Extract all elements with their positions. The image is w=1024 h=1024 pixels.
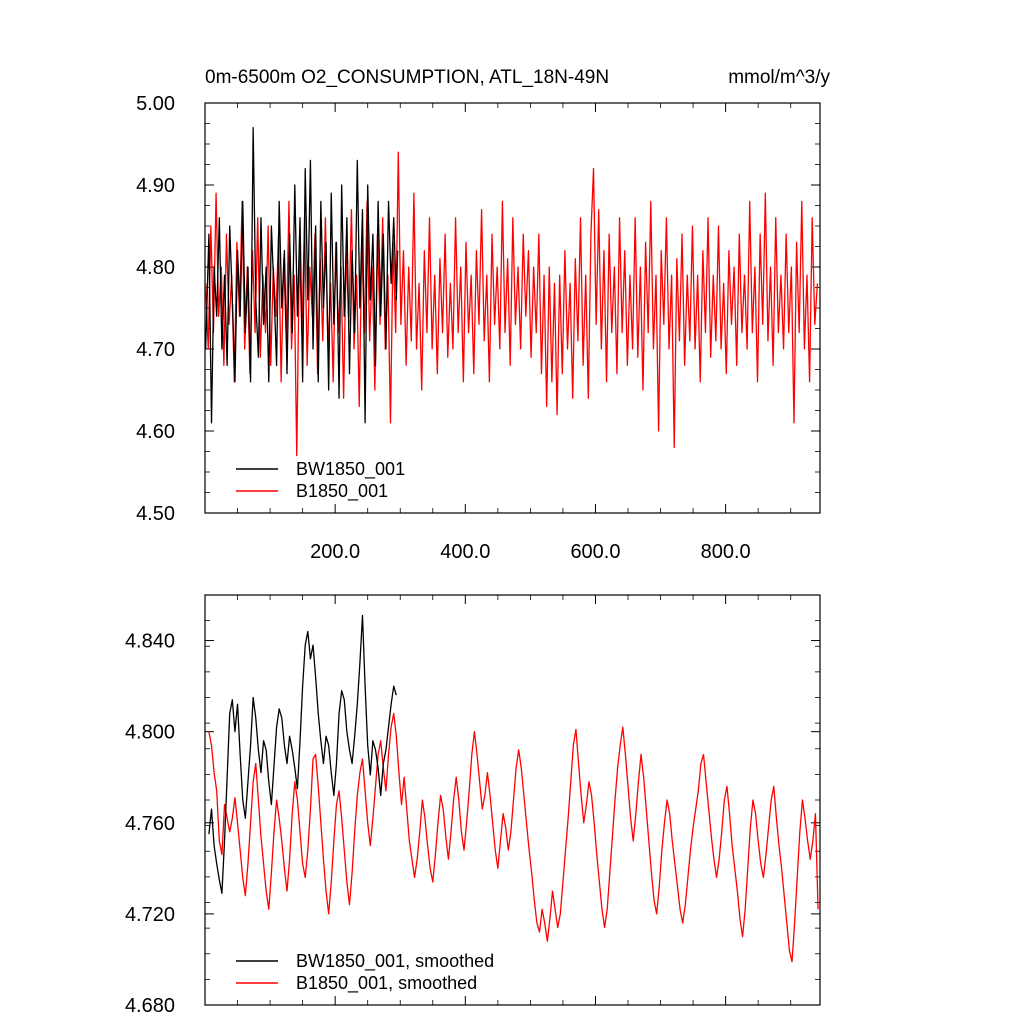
bottom-ytick-label: 4.680 [125, 995, 175, 1017]
bottom-series-b1850 [208, 712, 819, 963]
bottom-series-lines [208, 614, 819, 963]
bottom-chart-panel: 4.840 4.800 4.760 4.720 4.680 BW1850_001, sm… [125, 594, 821, 1017]
legend-label-b1850-smoothed: B1850_001, smoothed [296, 973, 477, 994]
legend-label-bw1850: BW1850_001 [296, 459, 405, 480]
legend-label-b1850: B1850_001 [296, 481, 388, 502]
bottom-series-bw1850 [208, 614, 397, 895]
bottom-ytick-label: 4.800 [125, 722, 175, 744]
bottom-axis-ticks: 4.840 4.800 4.760 4.720 4.680 [125, 594, 820, 1017]
top-ytick-label: 4.60 [136, 421, 175, 443]
top-ytick-label: 4.80 [136, 257, 175, 279]
top-legend: BW1850_001 B1850_001 [236, 459, 405, 502]
top-series-bw1850 [205, 126, 399, 424]
top-axis-ticks: 5.00 4.90 4.80 4.70 4.60 4.50 200.0 400.0 600.0 8… [136, 93, 820, 563]
chart-title: 0m-6500m O2_CONSUMPTION, ATL_18N-49N [205, 67, 609, 88]
top-chart-panel: 0m-6500m O2_CONSUMPTION, ATL_18N-49N mmo… [136, 67, 830, 563]
bottom-ytick-label: 4.760 [125, 813, 175, 835]
top-xtick-label: 200.0 [310, 541, 360, 563]
top-ytick-label: 4.70 [136, 339, 175, 361]
top-ytick-label: 5.00 [136, 93, 175, 115]
bottom-ytick-label: 4.840 [125, 631, 175, 653]
top-series-lines [205, 126, 819, 457]
legend-label-bw1850-smoothed: BW1850_001, smoothed [296, 951, 494, 972]
top-ytick-label: 4.50 [136, 503, 175, 525]
top-xtick-label: 800.0 [701, 541, 751, 563]
top-xtick-label: 400.0 [440, 541, 490, 563]
bottom-ytick-label: 4.720 [125, 904, 175, 926]
top-ytick-label: 4.90 [136, 175, 175, 197]
bottom-legend: BW1850_001, smoothed B1850_001, smoothed [236, 951, 494, 994]
top-xtick-label: 600.0 [570, 541, 620, 563]
top-series-b1850 [205, 151, 819, 457]
chart-units: mmol/m^3/y [728, 67, 830, 88]
